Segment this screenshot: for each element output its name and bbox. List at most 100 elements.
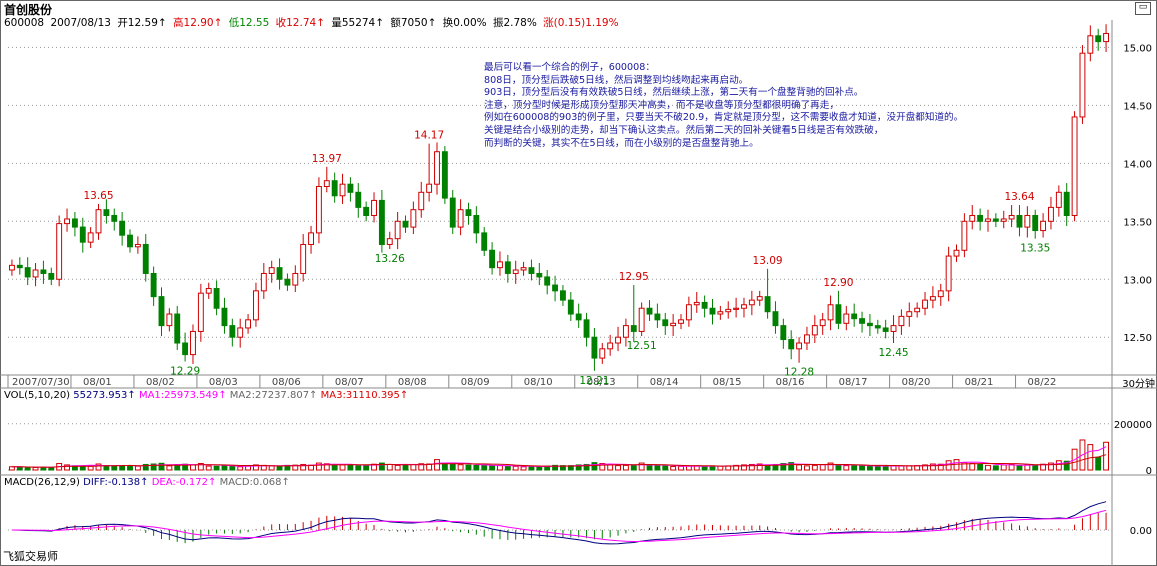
volume-bar <box>465 464 472 471</box>
candle-body <box>1063 191 1070 216</box>
volume-bar <box>402 464 409 471</box>
candle-body <box>882 327 889 332</box>
note-line: 例如在600008的903的例子里，只要当天不破20.9，肯定就是顶分型，这不需… <box>484 112 964 124</box>
candle-body <box>796 342 803 350</box>
candle-body <box>906 311 913 317</box>
candle-body <box>16 264 23 269</box>
date-label: 08/07 <box>335 377 364 388</box>
candle-body <box>489 249 496 269</box>
candle-body <box>992 218 999 222</box>
volume-bar <box>339 464 346 471</box>
volume-bar <box>32 466 39 471</box>
candle-body <box>292 272 299 286</box>
date-label: 08/03 <box>209 377 238 388</box>
candle-body <box>670 322 677 327</box>
quote-amount: 额7050↑ <box>390 17 437 29</box>
candle-body <box>772 311 779 327</box>
volume-bar <box>1103 441 1110 471</box>
volume-bar <box>929 463 936 471</box>
candle-body <box>253 290 259 321</box>
candle-body <box>1048 206 1054 222</box>
candle-body <box>953 249 960 257</box>
volume-bar <box>504 465 511 471</box>
volume-bar <box>276 465 283 471</box>
macd-label: MACD(26,12,9) <box>4 477 80 488</box>
volume-bar <box>1016 464 1023 471</box>
volume-bar <box>386 463 393 471</box>
volume-bar <box>528 466 535 471</box>
candle-body <box>1032 214 1039 232</box>
volume-bar <box>709 465 716 471</box>
candle-body <box>410 209 417 228</box>
volume-bar <box>615 465 621 471</box>
macd-value: MACD:0.068↑ <box>219 477 290 488</box>
candle-body <box>457 209 464 228</box>
candle-body <box>811 325 818 336</box>
candle-body <box>64 218 70 225</box>
candle-body <box>182 342 189 356</box>
timeframe-label[interactable]: 30分钟 <box>1122 379 1155 390</box>
volume-bar <box>859 465 865 471</box>
volume-bar <box>268 465 275 471</box>
volume-bar <box>497 465 503 471</box>
date-label: 08/10 <box>524 377 553 388</box>
macd-dea-line <box>11 509 1107 543</box>
candle-body <box>898 315 905 327</box>
date-label: 08/09 <box>461 377 490 388</box>
candle-body <box>709 307 716 315</box>
volume-bar <box>552 464 559 471</box>
volume-bar <box>670 466 677 471</box>
macd-header: MACD(26,12,9) DIFF:-0.138↑ DEA:-0.172↑ M… <box>4 477 290 488</box>
volume-ma-line <box>11 454 1107 468</box>
candle-body <box>426 183 433 193</box>
volume-bar <box>922 464 928 471</box>
volume-bar <box>1063 460 1070 471</box>
volume-bar <box>205 465 212 471</box>
candle-body <box>142 243 149 274</box>
volume-bar <box>811 464 818 471</box>
volume-bar <box>197 463 204 471</box>
volume-bar <box>898 465 905 471</box>
candle-body <box>843 313 850 324</box>
vol-ma2: MA2:27237.807↑ <box>229 390 318 401</box>
candle-body <box>725 308 732 313</box>
volume-bar <box>87 465 94 471</box>
candle-body <box>71 218 78 228</box>
volume-bar <box>1055 460 1062 471</box>
candle-body <box>127 234 133 248</box>
candle-body <box>693 301 700 306</box>
candle-body <box>95 209 102 234</box>
volume-bar <box>1000 464 1007 471</box>
candle-body <box>276 267 283 280</box>
candle-body <box>378 199 385 245</box>
candle-body <box>536 272 543 278</box>
candle-body <box>961 220 968 251</box>
candle-body <box>229 325 236 338</box>
price-annotation: 12.90 <box>823 277 853 289</box>
candle-body <box>371 199 377 216</box>
candle-body <box>607 342 614 350</box>
candle-body <box>24 267 31 278</box>
volume-bar <box>906 465 913 471</box>
volume-bar <box>457 464 464 471</box>
price-annotation: 13.35 <box>1020 243 1050 255</box>
candle-body <box>788 339 795 350</box>
price-annotation: 12.95 <box>619 271 649 283</box>
volume-bar <box>127 465 133 471</box>
volume-bar <box>827 462 834 471</box>
note-line: 注意，顶分型时候是形成顶分型那天冲高卖，而不是收盘等顶分型都很明确了再走， <box>484 99 839 111</box>
candle-body <box>985 218 991 222</box>
candle-body <box>465 209 472 216</box>
candle-body <box>8 264 15 271</box>
quote-bar: 600008 2007/08/13 开12.59↑ 高12.90↑ 低12.55… <box>4 15 622 30</box>
candle-body <box>685 304 692 321</box>
volume-bar <box>347 464 354 471</box>
volume-bar <box>418 463 425 471</box>
volume-bar <box>229 466 236 471</box>
volume-bar <box>190 464 196 471</box>
restore-window-icon[interactable]: ▭ <box>1135 2 1151 15</box>
macd-diff-line <box>11 501 1107 545</box>
volume-bar <box>630 464 637 471</box>
macd-dea: DEA:-0.172↑ <box>151 477 217 488</box>
volume-bar <box>512 465 519 471</box>
